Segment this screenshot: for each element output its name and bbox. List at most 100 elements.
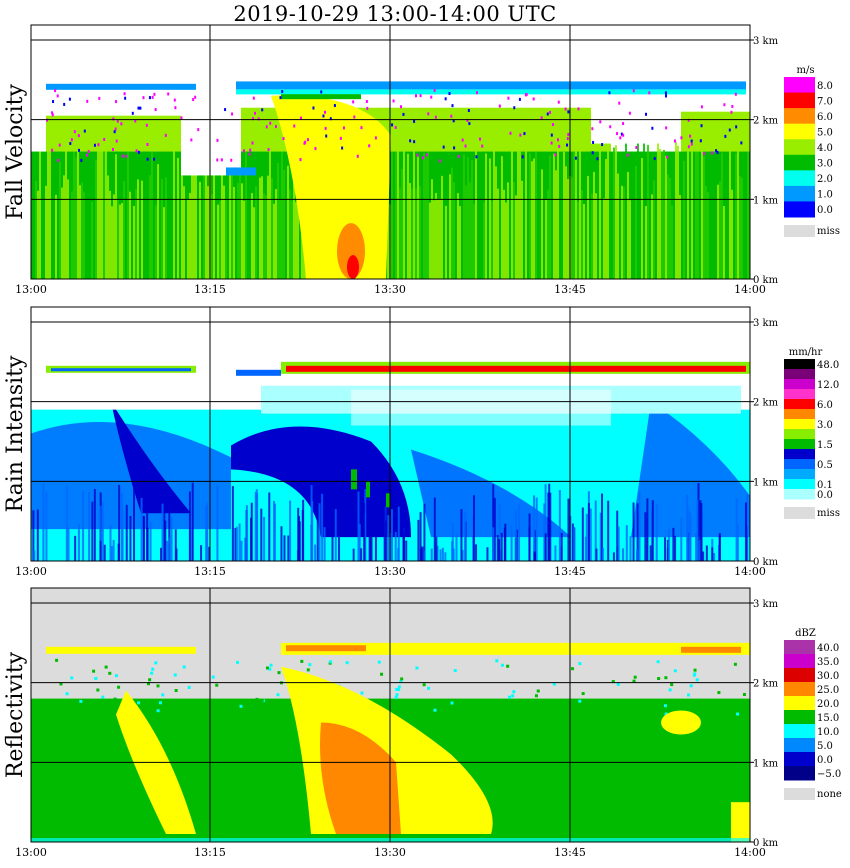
legend-swatch xyxy=(784,139,815,156)
legend-label: 0.5 xyxy=(817,460,833,471)
legend-label: 12.0 xyxy=(817,380,839,391)
legend-label: 48.0 xyxy=(817,360,839,371)
legend-label: 10.0 xyxy=(817,727,839,738)
y-tick-label: 2 km xyxy=(753,398,779,409)
legend-unit: dBZ xyxy=(795,628,816,639)
legend-swatch xyxy=(784,389,815,400)
y-tick-label: 3 km xyxy=(753,599,779,610)
data-field xyxy=(31,81,750,279)
legend-swatch xyxy=(784,479,815,490)
legend-missing-label: none xyxy=(817,789,842,800)
legend-swatch xyxy=(784,379,815,390)
plot-frame xyxy=(30,24,751,280)
legend-swatch xyxy=(784,696,815,711)
legend-swatch xyxy=(784,640,815,655)
legend-swatch xyxy=(784,654,815,669)
legend-swatch xyxy=(784,469,815,480)
x-tick-label: 13:45 xyxy=(554,846,586,859)
panel-label: Reflectivity xyxy=(3,651,28,778)
legend-swatch xyxy=(784,77,815,94)
legend-swatch xyxy=(784,185,815,202)
legend-swatch xyxy=(784,710,815,725)
legend-label: 1.5 xyxy=(817,440,833,451)
panel-label: Fall Velocity xyxy=(3,84,28,220)
x-tick-label: 13:15 xyxy=(194,565,226,578)
data-field xyxy=(31,642,750,842)
legend-label: 30.0 xyxy=(817,671,839,682)
legend-swatch xyxy=(784,682,815,697)
y-tick-label: 1 km xyxy=(753,195,779,206)
legend-unit: m/s xyxy=(797,65,815,76)
data-field xyxy=(31,361,750,561)
legend-missing-label: miss xyxy=(817,226,840,237)
legend-label: 6.0 xyxy=(817,400,833,411)
y-tick-label: 2 km xyxy=(753,116,779,127)
legend-label: 5.0 xyxy=(817,127,833,138)
x-tick-label: 13:00 xyxy=(15,846,47,859)
x-tick-label: 13:30 xyxy=(374,565,406,578)
legend-missing-swatch xyxy=(784,788,815,800)
y-tick-label: 2 km xyxy=(753,679,779,690)
legend-swatch xyxy=(784,399,815,410)
legend-label: 25.0 xyxy=(817,685,839,696)
x-tick-label: 14:00 xyxy=(734,846,766,859)
legend-label: 35.0 xyxy=(817,657,839,668)
chart-title: 2019-10-29 13:00-14:00 UTC xyxy=(233,2,557,26)
legend-label: 5.0 xyxy=(817,741,833,752)
legend-swatch xyxy=(784,123,815,140)
legend-label: 0.1 xyxy=(817,480,833,491)
legend-swatch xyxy=(784,419,815,430)
panel-rain-intensity: 0 km 1 km 2 km 3 km 13:00 13:15 13:30 13:45 14:0… xyxy=(3,306,840,578)
legend-missing-swatch xyxy=(784,225,815,237)
legend-swatch xyxy=(784,668,815,683)
y-tick-label: 0 km xyxy=(753,275,779,286)
legend-swatch xyxy=(784,92,815,109)
legend-label: 0.0 xyxy=(817,755,833,766)
legend-label: 3.0 xyxy=(817,420,833,431)
legend-swatch xyxy=(784,170,815,187)
x-tick-label: 13:15 xyxy=(194,846,226,859)
legend-swatch xyxy=(784,766,815,781)
x-tick-label: 13:45 xyxy=(554,565,586,578)
legend: m/s8.0 7.0 6.0 5.0 4.0 3.0 2.0 1.0 0.0 miss xyxy=(784,65,840,237)
panel-reflectivity: 0 km 1 km 2 km 3 km 13:00 13:15 13:30 13:45 14:0… xyxy=(3,587,842,859)
plot-frame xyxy=(30,587,751,843)
legend-swatch xyxy=(784,752,815,767)
legend-swatch xyxy=(784,154,815,171)
legend-missing-swatch xyxy=(784,507,815,519)
legend-label: −5.0 xyxy=(817,769,841,780)
legend-label: 6.0 xyxy=(817,112,833,123)
y-tick-label: 3 km xyxy=(753,318,779,329)
legend-label: 7.0 xyxy=(817,96,833,107)
legend-missing-label: miss xyxy=(817,508,840,519)
legend-label: 0.0 xyxy=(817,205,833,216)
legend-swatch xyxy=(784,201,815,218)
legend-swatch xyxy=(784,738,815,753)
legend-label: 0.0 xyxy=(817,490,833,501)
legend-swatch xyxy=(784,429,815,440)
legend-label: 3.0 xyxy=(817,159,833,170)
legend-unit: mm/hr xyxy=(789,347,823,358)
legend-swatch xyxy=(784,724,815,739)
panel-fall-velocity: 0 km 1 km 2 km 3 km 13:00 13:15 13:30 13:45 14:0… xyxy=(3,24,840,296)
x-tick-label: 13:30 xyxy=(374,283,406,296)
legend-label: 8.0 xyxy=(817,81,833,92)
panel-label: Rain Intensity xyxy=(3,355,28,512)
legend-swatch xyxy=(784,409,815,420)
x-tick-label: 13:00 xyxy=(15,283,47,296)
x-tick-label: 13:30 xyxy=(374,846,406,859)
x-tick-label: 14:00 xyxy=(734,283,766,296)
legend-swatch xyxy=(784,108,815,125)
legend-swatch xyxy=(784,359,815,370)
legend-swatch xyxy=(784,459,815,470)
legend-label: 4.0 xyxy=(817,143,833,154)
y-tick-label: 0 km xyxy=(753,838,779,849)
legend-label: 40.0 xyxy=(817,643,839,654)
legend-label: 1.0 xyxy=(817,190,833,201)
legend-swatch xyxy=(784,449,815,460)
y-tick-label: 1 km xyxy=(753,758,779,769)
legend-label: 20.0 xyxy=(817,699,839,710)
legend-label: 2.0 xyxy=(817,174,833,185)
